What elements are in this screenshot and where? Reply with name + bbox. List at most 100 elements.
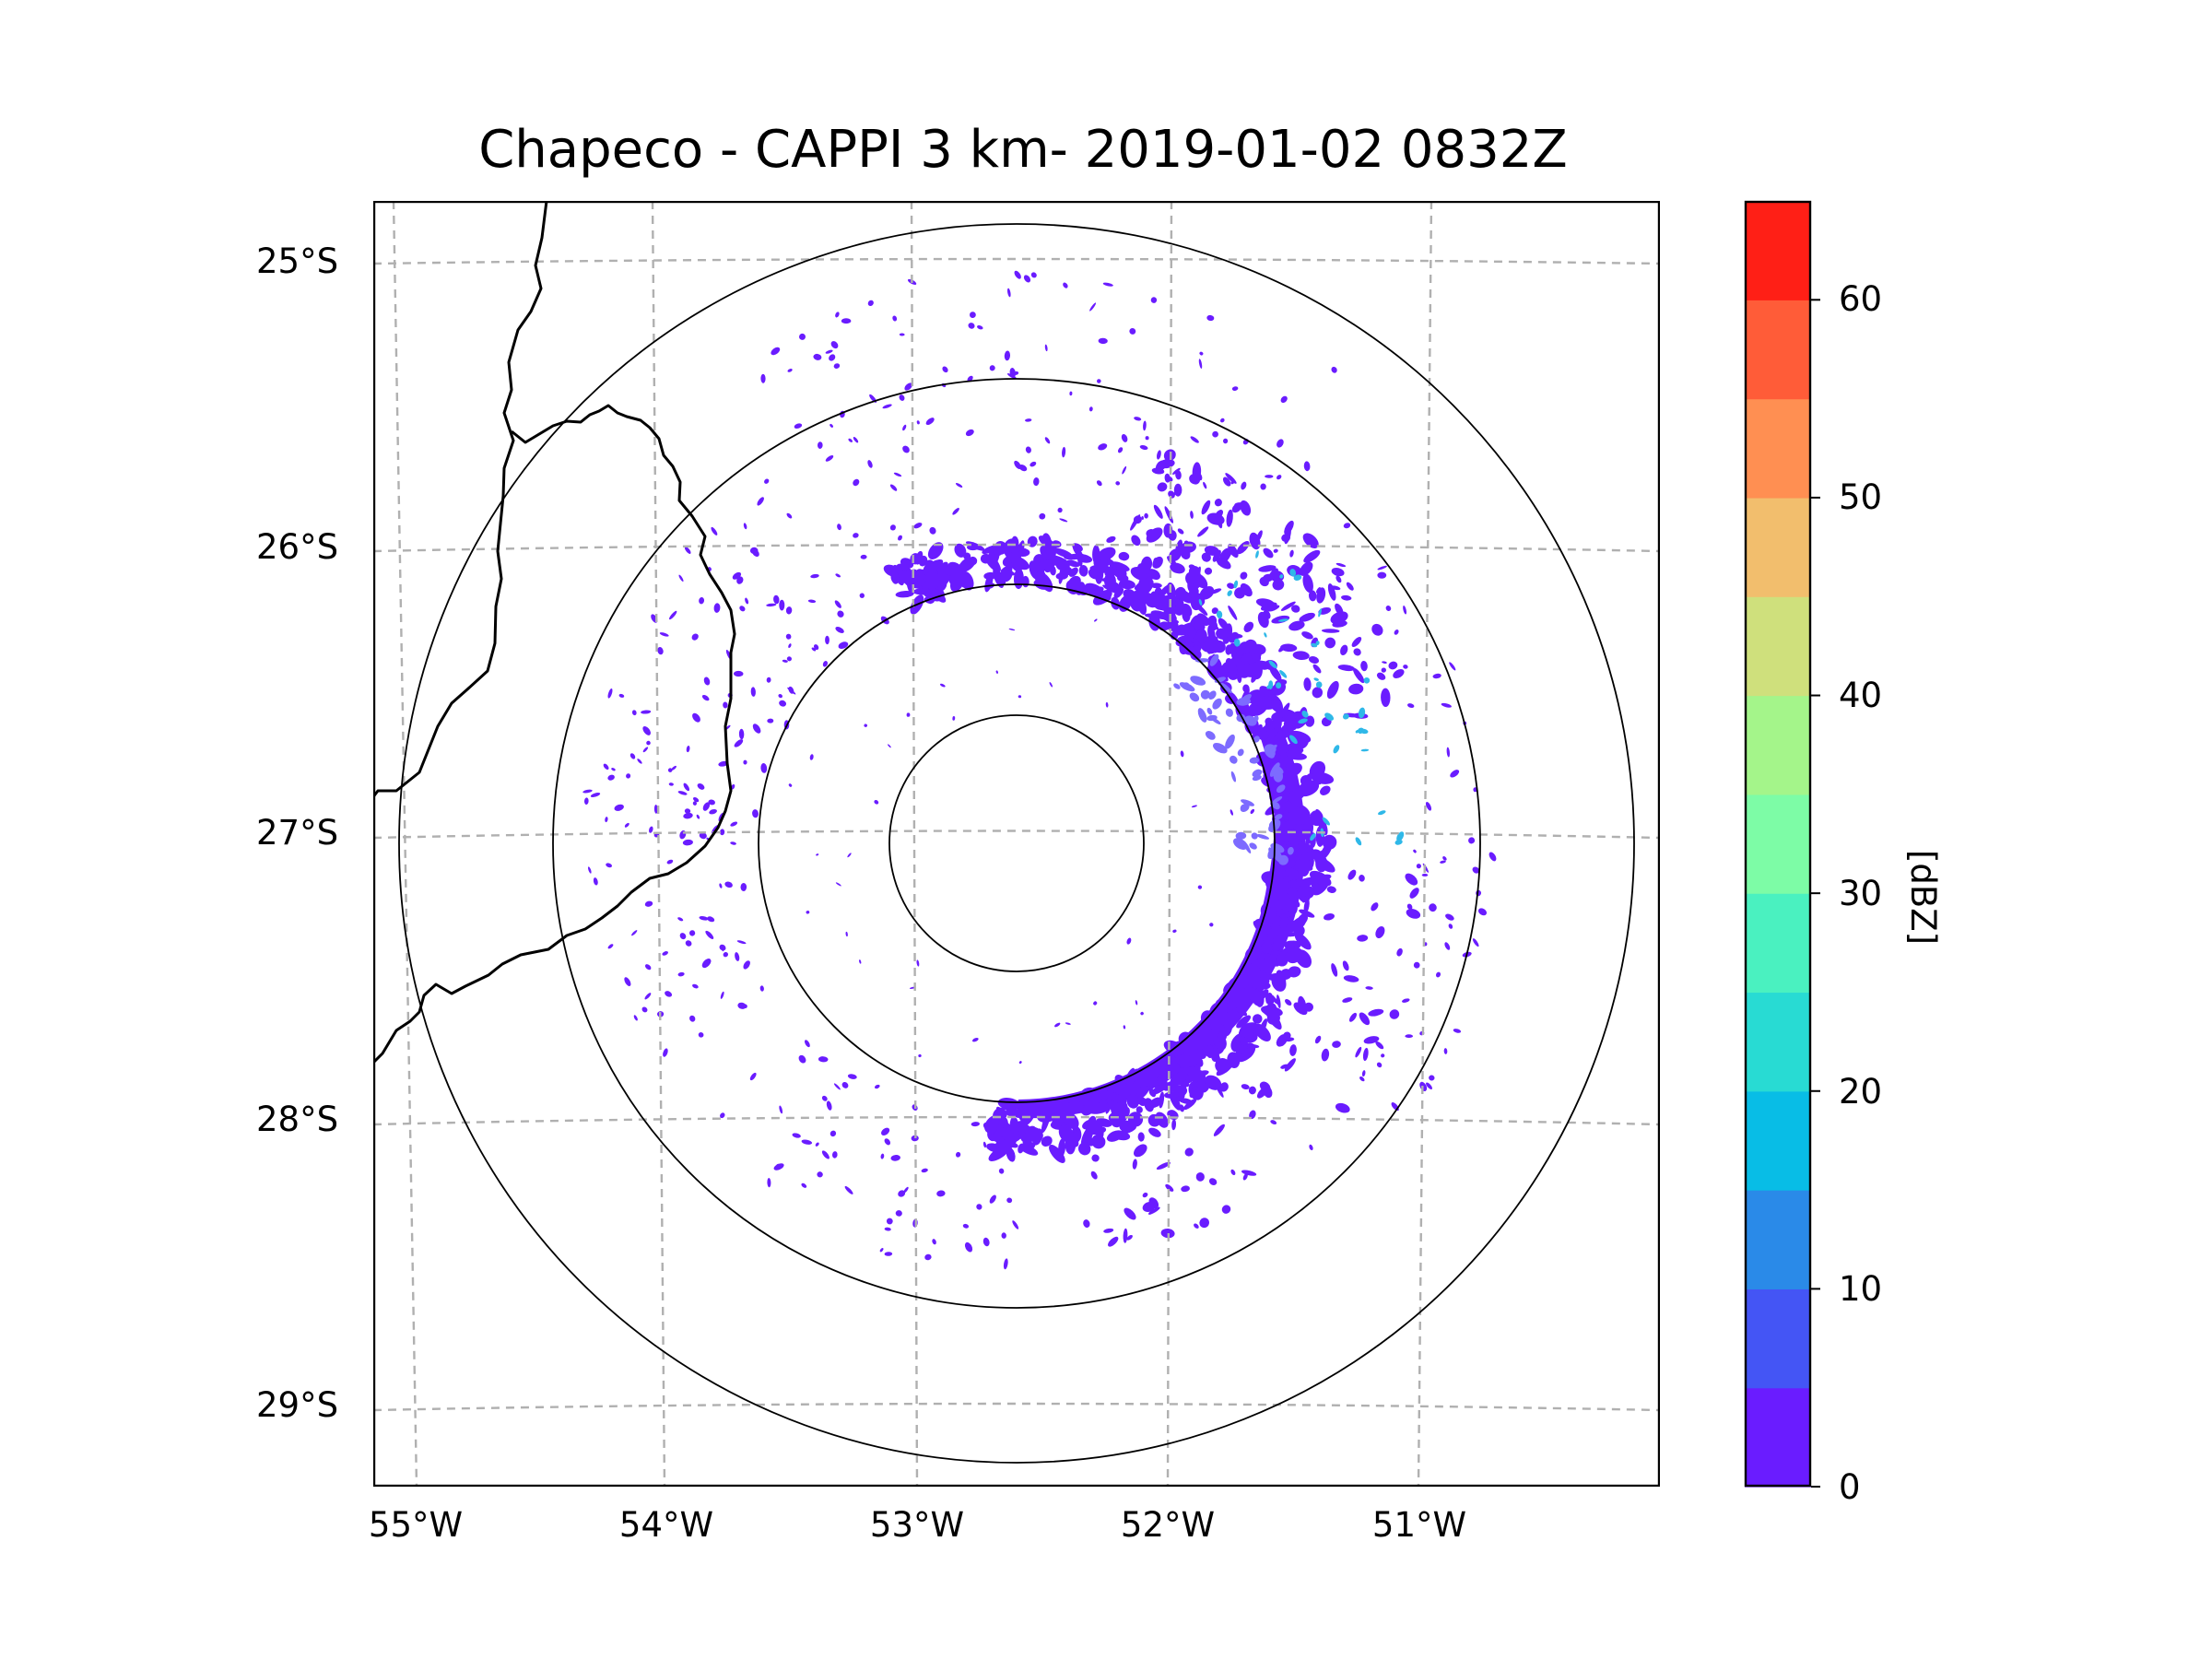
- echo-west-scatter: [682, 839, 693, 846]
- echo-southeast: [1285, 999, 1292, 1006]
- echo-southeast: [1405, 873, 1418, 886]
- echo-far-east-scatter: [1330, 585, 1341, 591]
- echo-dense-arc: [1258, 1018, 1267, 1037]
- echo-dense-arc: [1297, 884, 1312, 903]
- echo-inner-speck: [1123, 1025, 1126, 1030]
- colorbar-tick-label-30: 30: [1839, 874, 1883, 913]
- echo-northeast: [1215, 510, 1224, 520]
- echo-northeast: [1146, 529, 1156, 538]
- echo-west-scatter: [607, 774, 615, 781]
- echo-southwest-scatter: [1012, 1220, 1019, 1230]
- echo-far-east-scatter: [1346, 582, 1354, 591]
- echo-southwest-scatter: [649, 826, 653, 833]
- echo-dense-arc: [1150, 1082, 1171, 1096]
- colorbar-segment-20: [1745, 992, 1811, 1092]
- echo-far-east-scatter: [1432, 673, 1441, 679]
- echo-far-north-scatter: [1222, 477, 1231, 487]
- echo-southeast: [1331, 963, 1338, 977]
- echo-far-north-scatter: [1025, 418, 1032, 422]
- echo-north-band: [925, 571, 938, 591]
- echo-southwest-scatter: [719, 883, 723, 888]
- echo-southeast: [1132, 1159, 1137, 1170]
- echo-inner-speck: [995, 670, 998, 674]
- echo-southwest-scatter: [686, 746, 690, 753]
- echo-far-north-scatter: [952, 508, 959, 515]
- echo-northeast: [1228, 606, 1238, 620]
- echo-southwest-scatter: [817, 1171, 823, 1178]
- echo-far-east-scatter: [1406, 703, 1415, 709]
- echo-far-north-scatter: [977, 324, 983, 330]
- echo-far-north-scatter: [1168, 477, 1173, 482]
- echo-southwest-scatter: [976, 1204, 982, 1210]
- echo-light: [1276, 784, 1286, 794]
- echo-southeast: [1406, 909, 1421, 919]
- border-argentina-brazil-west: [373, 201, 548, 800]
- echo-northeast: [1303, 549, 1321, 563]
- echo-west-scatter: [786, 512, 793, 519]
- echo-far-north-scatter: [1188, 564, 1195, 570]
- echo-light: [1212, 743, 1228, 754]
- echo-far-north-scatter: [1190, 511, 1194, 519]
- echo-southwest-scatter: [701, 959, 712, 969]
- echo-light: [1264, 747, 1275, 759]
- echo-dense-arc: [1058, 1138, 1066, 1158]
- echo-far-north-scatter: [853, 533, 859, 538]
- echo-far-north-scatter: [1069, 391, 1073, 396]
- echo-light: [1235, 831, 1247, 840]
- range-rings: [398, 223, 1635, 1464]
- echo-north-band: [1037, 569, 1046, 580]
- echo-southeast: [1245, 1043, 1260, 1049]
- echo-dense-arc: [1087, 1137, 1096, 1147]
- echo-far-north-scatter: [1199, 351, 1204, 356]
- echo-west-scatter: [838, 641, 849, 649]
- echo-light: [1271, 801, 1280, 810]
- echo-west-scatter: [782, 659, 788, 663]
- echo-far-north-scatter: [1096, 480, 1102, 487]
- echo-southwest-scatter: [821, 1095, 828, 1101]
- echo-southeast: [1355, 1046, 1362, 1058]
- echo-southwest-scatter: [879, 1248, 884, 1253]
- echo-southwest-scatter: [898, 1190, 906, 1197]
- echo-dense-arc: [1261, 941, 1273, 954]
- echo-northeast: [1288, 620, 1305, 631]
- echo-southeast: [1283, 920, 1298, 925]
- echo-light: [1205, 731, 1216, 740]
- echo-southeast: [1083, 1219, 1090, 1229]
- echo-dense-arc: [1091, 1135, 1106, 1149]
- lat-label-27s: 27°S: [256, 813, 339, 853]
- echo-northeast: [1278, 645, 1286, 653]
- echo-southeast: [1216, 1085, 1224, 1098]
- echo-southeast: [1284, 1058, 1296, 1072]
- echo-southwest-scatter: [847, 1074, 857, 1079]
- echo-west-scatter: [677, 791, 688, 795]
- echo-southeast: [1255, 983, 1265, 992]
- echo-northeast: [1327, 583, 1336, 601]
- echo-southeast: [1429, 903, 1437, 912]
- echo-west-scatter: [678, 574, 684, 582]
- echo-southeast: [1259, 970, 1270, 984]
- echo-north-band: [1130, 598, 1143, 612]
- echo-inner-speck: [1172, 929, 1177, 933]
- echo-southeast: [1179, 1104, 1184, 1112]
- echo-southwest-scatter: [964, 1241, 973, 1253]
- echo-dense-arc: [1216, 1062, 1233, 1077]
- echo-southeast: [1124, 1207, 1136, 1220]
- echo-far-north-scatter: [829, 354, 836, 361]
- echo-inner-speck: [816, 853, 819, 856]
- echo-north-band: [1182, 607, 1191, 622]
- echo-far-north-scatter: [848, 438, 853, 442]
- echo-cyan: [1198, 599, 1203, 606]
- echo-dense-arc: [1286, 872, 1301, 882]
- echo-cyan: [1315, 681, 1323, 688]
- echo-northeast: [1117, 574, 1129, 582]
- echo-dense-arc: [1236, 1015, 1252, 1029]
- colorbar-ticks: [1811, 299, 1820, 1488]
- echo-southeast: [1148, 1197, 1159, 1209]
- echo-northeast: [1245, 651, 1253, 665]
- echo-light: [1256, 834, 1270, 840]
- lat-label-28s: 28°S: [256, 1100, 339, 1139]
- echo-north-band: [967, 544, 979, 551]
- echo-southeast: [1237, 1053, 1247, 1063]
- echo-far-north-scatter: [1030, 461, 1037, 467]
- echo-far-north-scatter: [1203, 481, 1207, 489]
